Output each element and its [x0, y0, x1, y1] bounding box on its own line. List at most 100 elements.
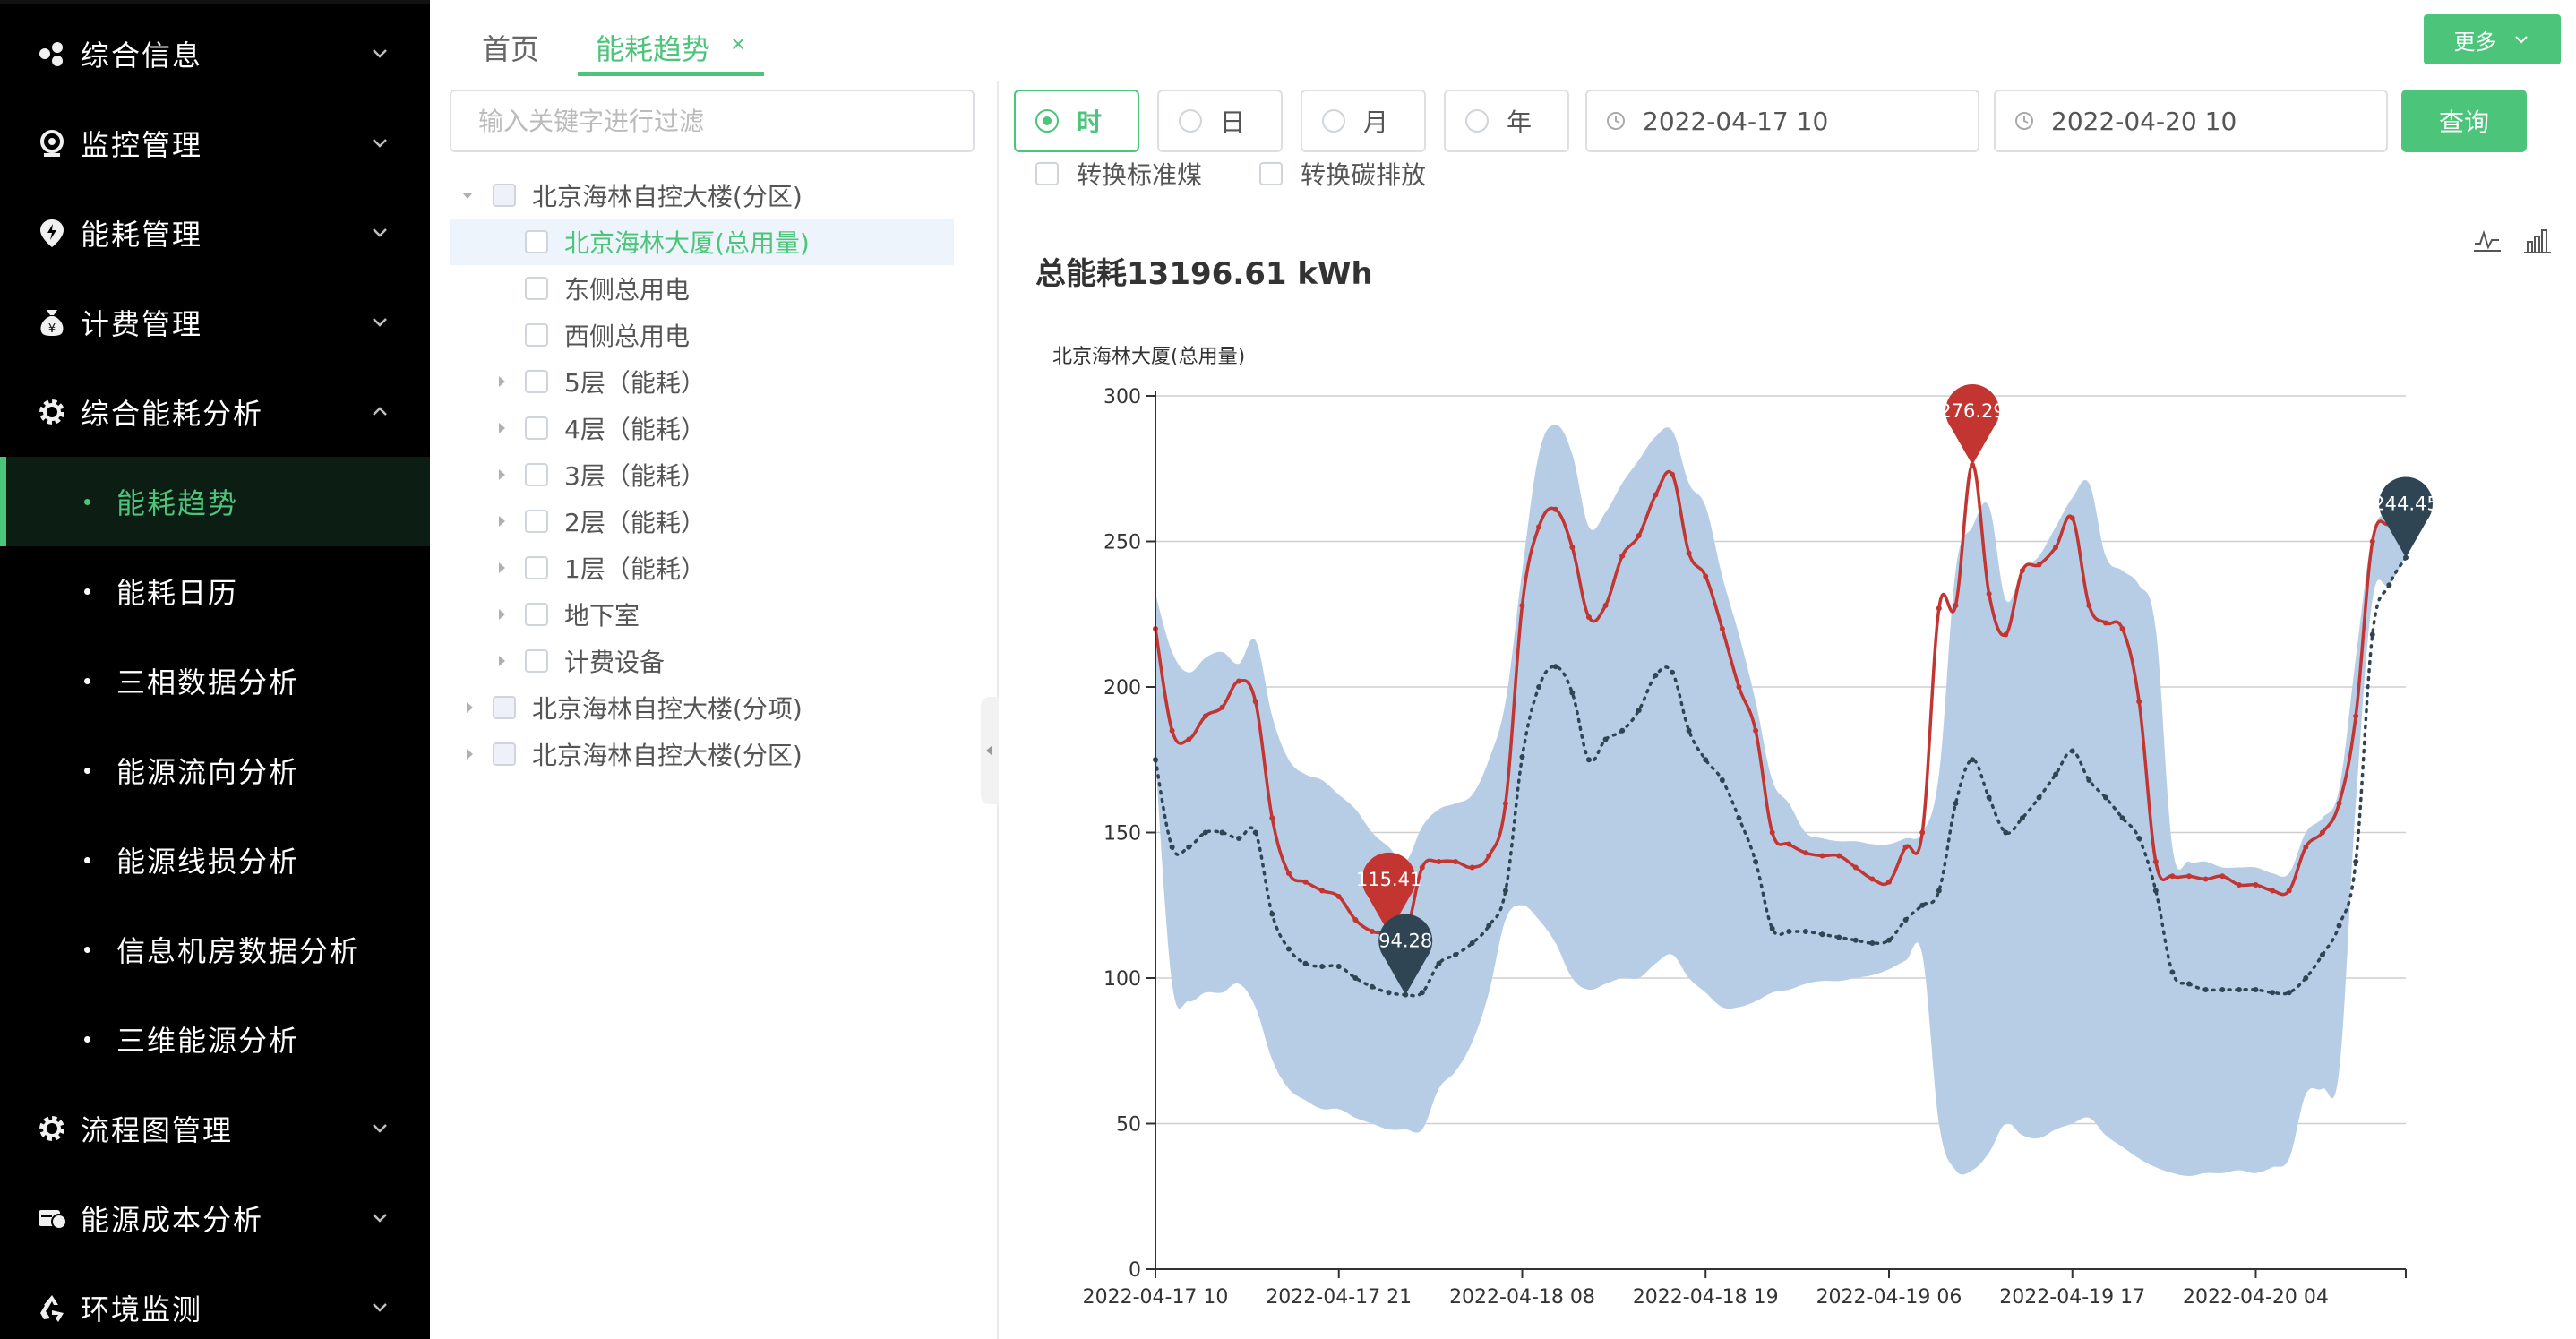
sidebar-item-monitoring[interactable]: 监控管理 [0, 99, 430, 188]
caret-right-icon [467, 749, 473, 760]
tree-node-label: 北京海林自控大楼(分项) [532, 694, 803, 724]
tree-filter-input[interactable] [450, 90, 975, 152]
tree-node-east[interactable]: 东侧总用电 [450, 265, 954, 312]
series-point-0 [1686, 550, 1692, 556]
series-point-1 [1902, 917, 1909, 923]
series-point-0 [2353, 713, 2359, 719]
start-date-picker[interactable]: 2022-04-17 10 [1585, 90, 1979, 152]
sidebar-item-energy-analysis[interactable]: 综合能耗分析 [0, 367, 430, 457]
granularity-month-radio[interactable]: 月 [1301, 90, 1426, 152]
chevron-down-icon [373, 1214, 387, 1223]
tab-home[interactable]: 首页 [482, 32, 540, 66]
tree-node-floor-5[interactable]: 5层（能耗） [450, 358, 954, 405]
tree-checkbox[interactable] [493, 696, 516, 719]
bar-chart-icon[interactable] [2522, 226, 2553, 256]
radio-label: 月 [1363, 107, 1389, 137]
query-button[interactable]: 查询 [2401, 90, 2527, 152]
sidebar-subitem-energy-calendar[interactable]: 能耗日历 [0, 546, 430, 636]
tree-checkbox[interactable] [525, 370, 548, 393]
tree-node-item-root[interactable]: 北京海林自控大楼(分项) [450, 684, 954, 731]
tree-checkbox[interactable] [525, 323, 548, 347]
sidebar-item-cost-analysis[interactable]: 能源成本分析 [0, 1173, 430, 1263]
checkbox-box [1035, 162, 1059, 185]
pin-shape [1361, 852, 1416, 933]
axis-layer: 0 50 100 150 200 250 300 2022-04-17 10 2022-04-1… [1083, 386, 2407, 1309]
tree-checkbox[interactable] [525, 463, 548, 486]
series-point-1 [1619, 727, 1626, 734]
panel-collapse-handle[interactable] [981, 697, 999, 804]
energy-pin-icon [40, 219, 64, 247]
convert-coal-checkbox[interactable]: 转换标准煤 [1035, 158, 1202, 190]
series-point-1 [1552, 664, 1558, 670]
series-point-1 [2236, 987, 2242, 992]
tree-node-floor-1[interactable]: 1层（能耗） [450, 545, 954, 591]
tree-node-total[interactable]: 北京海林大厦(总用量) [450, 219, 954, 265]
sidebar-item-energy-management[interactable]: 能耗管理 [0, 188, 430, 278]
clock-icon [1607, 112, 1625, 130]
tree-node-basement[interactable]: 地下室 [450, 591, 954, 638]
series-point-1 [2119, 815, 2125, 821]
clock-icon [2015, 112, 2033, 130]
pin-shape [1945, 384, 2000, 466]
end-date-picker[interactable]: 2022-04-20 10 [1994, 90, 2388, 152]
tree-checkbox[interactable] [525, 603, 548, 626]
tree-checkbox[interactable] [525, 510, 548, 533]
series-point-1 [2270, 990, 2276, 996]
line-chart-icon[interactable] [2472, 226, 2503, 256]
bullet-dot [84, 767, 90, 774]
granularity-year-radio[interactable]: 年 [1444, 90, 1569, 152]
series-point-1 [1936, 888, 1942, 894]
granularity-day-radio[interactable]: 日 [1157, 90, 1283, 152]
sidebar-item-flowchart[interactable]: 流程图管理 [0, 1084, 430, 1173]
sidebar-subitem-label: 信息机房数据分析 [116, 934, 361, 968]
sidebar-subitem-three-phase[interactable]: 三相数据分析 [0, 636, 430, 725]
series-point-0 [2236, 882, 2242, 888]
sidebar-subitem-energy-trend[interactable]: 能耗趋势 [0, 457, 430, 546]
tree-node-label: 5层（能耗） [564, 368, 706, 398]
tree-checkbox[interactable] [525, 230, 548, 253]
series-point-0 [1352, 917, 1359, 923]
sidebar-subitem-server-room[interactable]: 信息机房数据分析 [0, 905, 430, 994]
sidebar-subitem-3d-energy[interactable]: 三维能源分析 [0, 994, 430, 1084]
tree-node-floor-3[interactable]: 3层（能耗） [450, 451, 954, 498]
tree-checkbox[interactable] [493, 184, 516, 207]
series-point-0 [1469, 864, 1475, 871]
tree-node-zone-root-2[interactable]: 北京海林自控大楼(分区) [450, 731, 954, 777]
more-button[interactable]: 更多 [2424, 14, 2561, 64]
annotation-pin: 94.28 [1378, 914, 1432, 995]
series-point-1 [1786, 929, 1792, 934]
bullet-dot [84, 588, 90, 595]
sidebar-item-environment[interactable]: 环境监测 [0, 1263, 430, 1339]
tree-node-west[interactable]: 西侧总用电 [450, 312, 954, 358]
tree-checkbox[interactable] [525, 556, 548, 579]
sidebar-subitem-line-loss[interactable]: 能源线损分析 [0, 815, 430, 905]
tree-node-billing-devices[interactable]: 计费设备 [450, 638, 954, 684]
series-point-0 [1636, 533, 1642, 538]
min-max-band [1155, 425, 2406, 1176]
tab-close-icon[interactable]: × [730, 33, 747, 56]
tree-node-floor-4[interactable]: 4层（能耗） [450, 405, 954, 451]
radio-circle [1322, 109, 1345, 133]
granularity-hour-radio[interactable]: 时 [1014, 90, 1139, 152]
tab-energy-trend[interactable]: 能耗趋势 [596, 32, 711, 66]
cost-icon [39, 1210, 67, 1230]
sidebar-subitem-energy-flow[interactable]: 能源流向分析 [0, 725, 430, 815]
tree-checkbox[interactable] [525, 649, 548, 673]
series-point-1 [2036, 794, 2042, 801]
tree-checkbox[interactable] [493, 742, 516, 766]
annotation-pin: 115.41 [1356, 852, 1421, 933]
series-point-0 [2303, 844, 2309, 850]
series-point-0 [2119, 626, 2125, 631]
tree-node-zone-root[interactable]: 北京海林自控大楼(分区) [450, 172, 954, 219]
tree-checkbox[interactable] [525, 416, 548, 440]
sidebar-item-billing[interactable]: ¥ 计费管理 [0, 278, 430, 367]
tree-node-floor-2[interactable]: 2层（能耗） [450, 498, 954, 545]
series-point-0 [1319, 888, 1326, 894]
series-point-1 [2253, 987, 2259, 992]
sidebar-item-overview[interactable]: 综合信息 [0, 9, 430, 99]
series-point-0 [1703, 573, 1709, 579]
convert-carbon-checkbox[interactable]: 转换碳排放 [1259, 158, 1426, 190]
tree-checkbox[interactable] [525, 277, 548, 300]
checkbox-box [1259, 162, 1283, 185]
